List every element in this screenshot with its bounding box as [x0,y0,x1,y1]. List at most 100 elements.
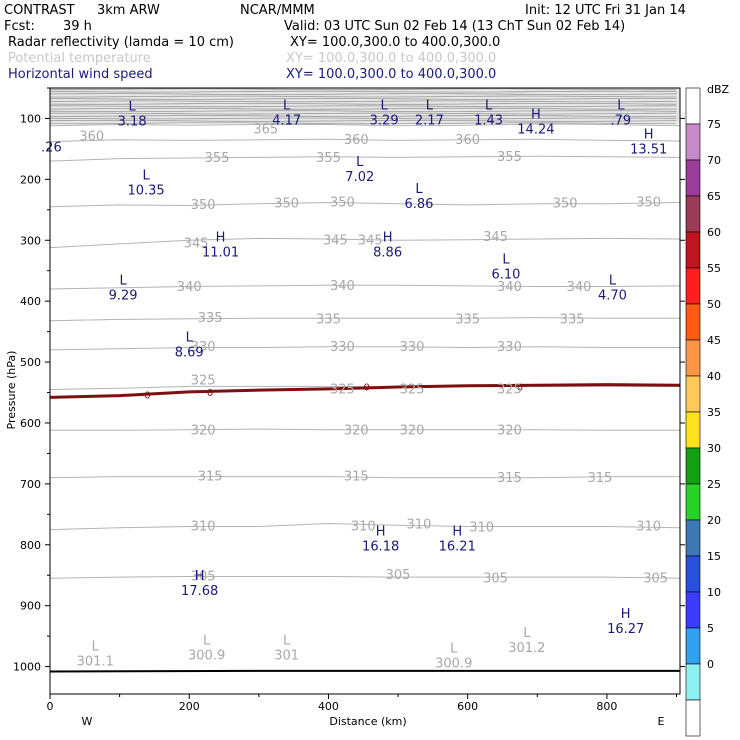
wind-high-marker: H [216,230,226,245]
colorbar-swatch [685,447,701,485]
colorbar-level-label: 35 [707,406,721,419]
theta-label-365: 365 [253,122,278,137]
colorbar-unit: dBZ [707,83,730,96]
colorbar-level-label: 60 [707,226,721,239]
wind-high-marker: H [195,569,205,584]
wind-speed-value: 11.01 [202,245,239,260]
theta-label-360: 360 [79,130,104,145]
wind-speed-value: 8.86 [373,245,402,260]
wind-speed-value: 6.86 [404,197,433,212]
wind-speed-value: 3.18 [118,115,147,130]
theta-label-335: 335 [198,311,223,326]
y-tick-label: 400 [20,295,41,308]
y-tick-label: 100 [20,112,41,125]
stratosphere-contour-line [49,107,677,110]
theta-label-355: 355 [497,150,522,165]
grid-label: 3km ARW [97,3,160,18]
theta-contour-340 [49,284,681,290]
theta-label-330: 330 [400,340,425,355]
wind-speed-value: 16.21 [439,540,476,555]
stratosphere-contour-line [49,115,677,117]
theta-label-350: 350 [553,197,578,212]
colorbar-swatch [685,591,701,629]
x-axis-label: Distance (km) [329,715,406,728]
y-tick-label: 500 [20,356,41,369]
theta-label-310: 310 [636,520,661,535]
theta-contour-320 [50,428,680,431]
theta-contour-345 [49,237,681,249]
theta-contours [49,123,681,579]
theta-label-350: 350 [274,197,299,212]
colorbar-level-label: 10 [707,586,721,599]
colorbar-swatch [685,123,701,161]
theta-label-320: 320 [497,423,522,438]
colorbar-swatch [685,339,701,377]
colorbar-swatch [685,555,701,593]
wind-low-marker: L [186,330,194,345]
theta-label-305: 305 [386,568,411,583]
theta-label-355: 355 [316,151,341,166]
theta-label-335: 335 [455,312,480,327]
colorbar-level-label: 55 [707,262,721,275]
wind-low-marker: L [415,182,423,197]
colorbar-swatch [685,483,701,521]
colorbar-swatch [685,627,701,665]
colorbar-level-label: 15 [707,550,721,563]
y-axis: 100 200 300 400 500 600 700 800 900 1000 [13,87,685,674]
wind-speed-value: .26 [41,141,62,156]
east-label: E [658,715,665,728]
theta-label-325: 325 [400,382,425,397]
theta-label-340: 340 [497,280,522,295]
theta-label-325: 325 [191,373,216,388]
theta-label-350: 350 [191,198,216,213]
field1-xy: XY= 100.0,300.0 to 400.0,300.0 [290,35,500,50]
theta-label-335: 335 [316,312,341,327]
theta-label-310: 310 [407,518,432,533]
colorbar-swatch [685,87,701,125]
y-axis-label: Pressure (hPa) [5,351,18,430]
theta-contour-305 [49,576,681,579]
colorbar-level-label: 30 [707,442,721,455]
theta-label-345: 345 [483,230,508,245]
x-axis: 0 200 400 600 800 [47,694,678,713]
field3-name: Horizontal wind speed [8,67,153,82]
wind-low-marker: L [485,98,493,113]
wind-speed-extrema: L3.18L4.17L3.29L2.17L1.43L.79H14.24.26H1… [41,98,667,637]
y-tick-label: 200 [20,173,41,186]
wind-low-marker: L [129,100,137,115]
wind-speed-value: 17.68 [181,584,218,599]
stratosphere-contour-line [49,112,677,115]
wind-speed-value: 7.02 [345,170,374,185]
colorbar-swatch [685,195,701,233]
colorbar-swatch [685,375,701,413]
theta-label-345: 345 [184,236,209,251]
theta-low-value: 301 [274,648,299,663]
wind-speed-value: 13.51 [630,143,667,158]
colorbar-swatch [685,267,701,305]
wind-high-marker: H [376,525,386,540]
wind-speed-value: 4.70 [598,289,627,304]
theta-contour-310 [49,522,681,531]
zero-contour-line [49,383,681,399]
wind-high-marker: H [644,128,654,143]
theta-low-marker: L [450,641,458,656]
stratosphere-contour-line [50,122,677,125]
y-tick-label: 300 [20,234,41,247]
theta-low-marker: L [283,633,291,648]
theta-contour-335 [49,317,680,322]
x-tick-label: 200 [179,700,200,713]
colorbar-swatch [685,663,701,701]
theta-label-350: 350 [636,196,661,211]
stratosphere-contour-line [49,93,677,96]
zero-dbz-contour: 0 0 0 0 [49,382,681,401]
theta-low-value: 300.9 [188,648,225,663]
y-tick-label: 800 [20,539,41,552]
wind-speed-value: 2.17 [415,113,444,128]
theta-label-315: 315 [588,471,613,486]
colorbar-level-label: 75 [707,118,721,131]
colorbar-level-label: 65 [707,190,721,203]
